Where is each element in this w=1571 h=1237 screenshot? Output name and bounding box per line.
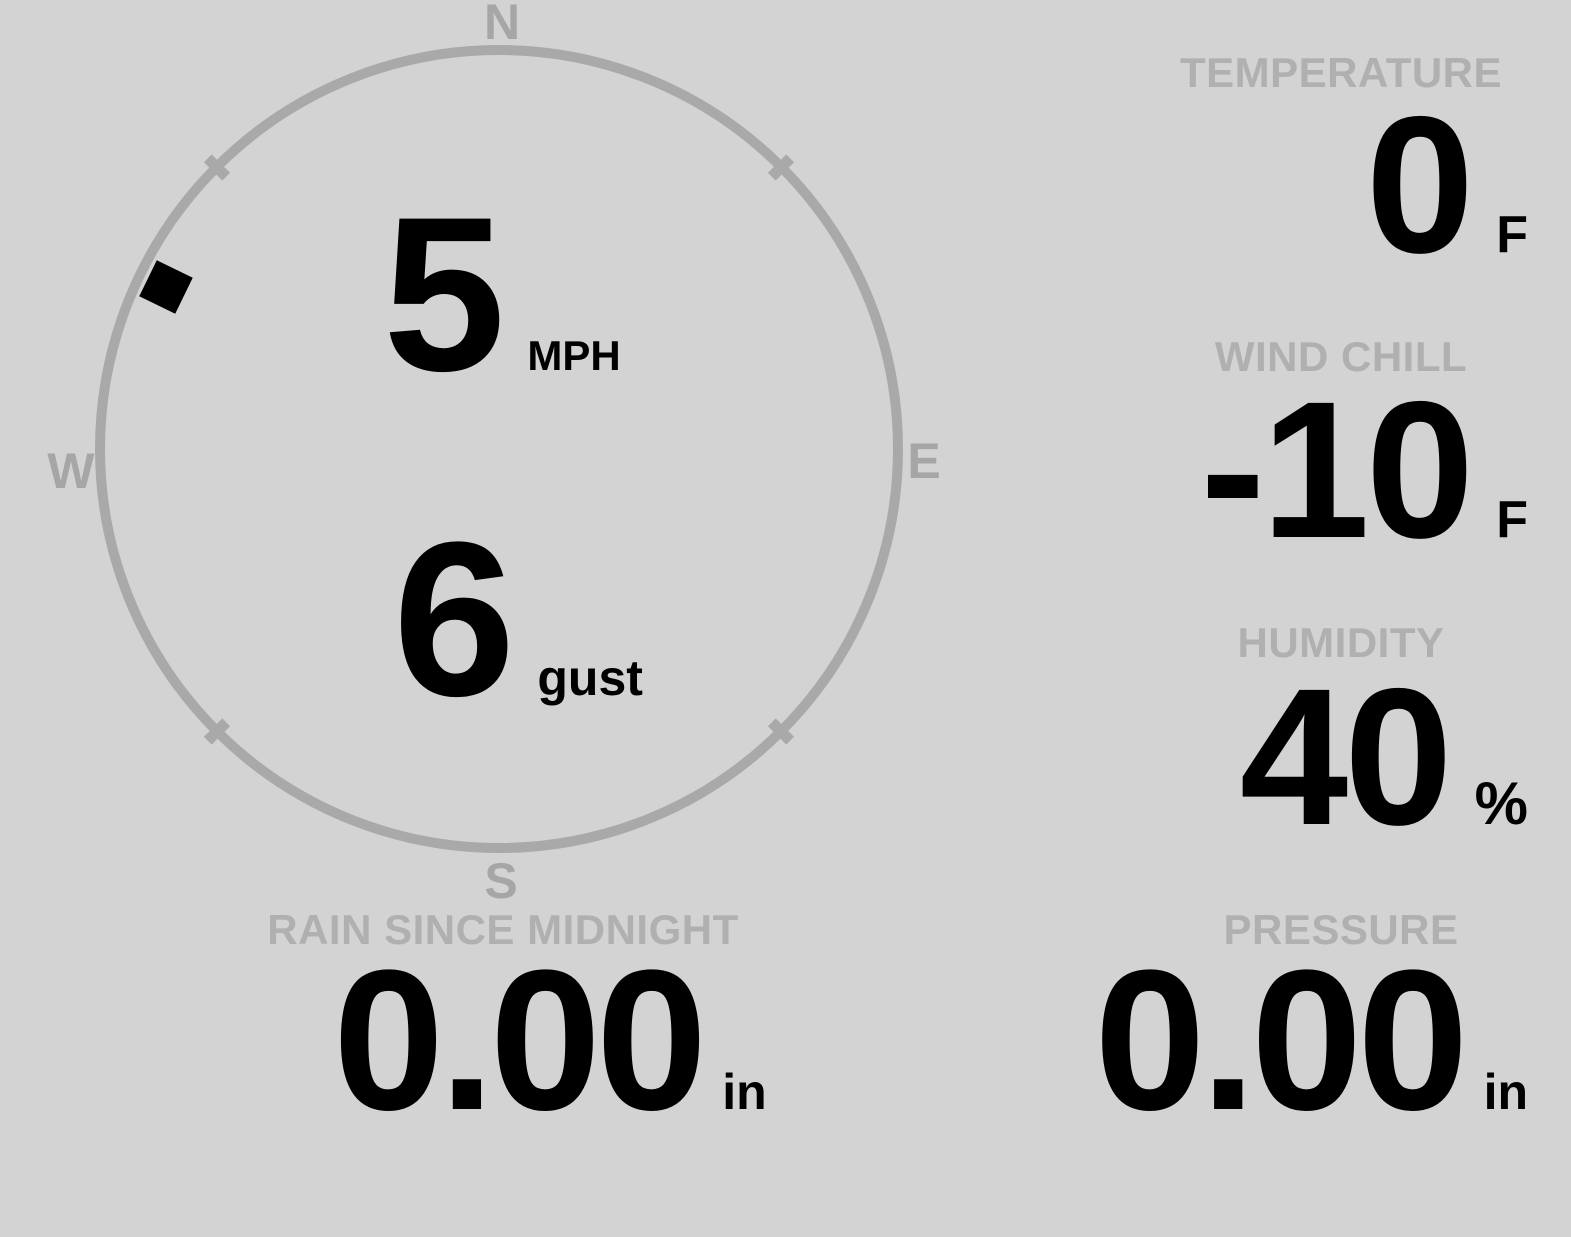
wind-chill-label: WIND CHILL <box>1214 333 1468 380</box>
wind-speed-unit: MPH <box>527 332 621 379</box>
humidity-label: HUMIDITY <box>1237 619 1445 666</box>
temperature-value: 0 <box>1365 76 1474 294</box>
wind-gust-unit: gust <box>537 650 643 706</box>
compass-label-west: W <box>47 443 95 499</box>
compass-circle <box>95 45 903 853</box>
wind-gust-readout: 6 gust <box>393 509 643 729</box>
wind-gust-value: 6 <box>393 496 515 742</box>
compass-label-south: S <box>484 853 518 909</box>
wind-chill-readout: -10 F <box>1200 373 1528 568</box>
compass-label-east: E <box>907 433 941 489</box>
humidity-value: 40 <box>1239 648 1453 866</box>
temperature-label: TEMPERATURE <box>1179 49 1503 96</box>
rain-readout: 0.00 in <box>333 941 767 1141</box>
pressure-readout: 0.00 in <box>1094 941 1528 1141</box>
wind-speed-value: 5 <box>383 171 505 417</box>
temperature-readout: 0 F <box>1366 88 1528 283</box>
rain-value: 0.00 <box>333 929 707 1152</box>
wind-chill-unit: F <box>1496 491 1528 549</box>
humidity-readout: 40 % <box>1240 660 1528 855</box>
humidity-unit: % <box>1474 770 1528 837</box>
compass-label-north: N <box>483 0 521 50</box>
wind-speed-readout: 5 MPH <box>383 184 621 404</box>
pressure-label: PRESSURE <box>1223 906 1459 953</box>
rain-unit: in <box>722 1064 767 1120</box>
pressure-value: 0.00 <box>1094 929 1468 1152</box>
pressure-unit: in <box>1483 1064 1528 1120</box>
wind-chill-value: -10 <box>1200 361 1474 579</box>
rain-label: RAIN SINCE MIDNIGHT <box>267 906 739 953</box>
temperature-unit: F <box>1496 206 1528 264</box>
